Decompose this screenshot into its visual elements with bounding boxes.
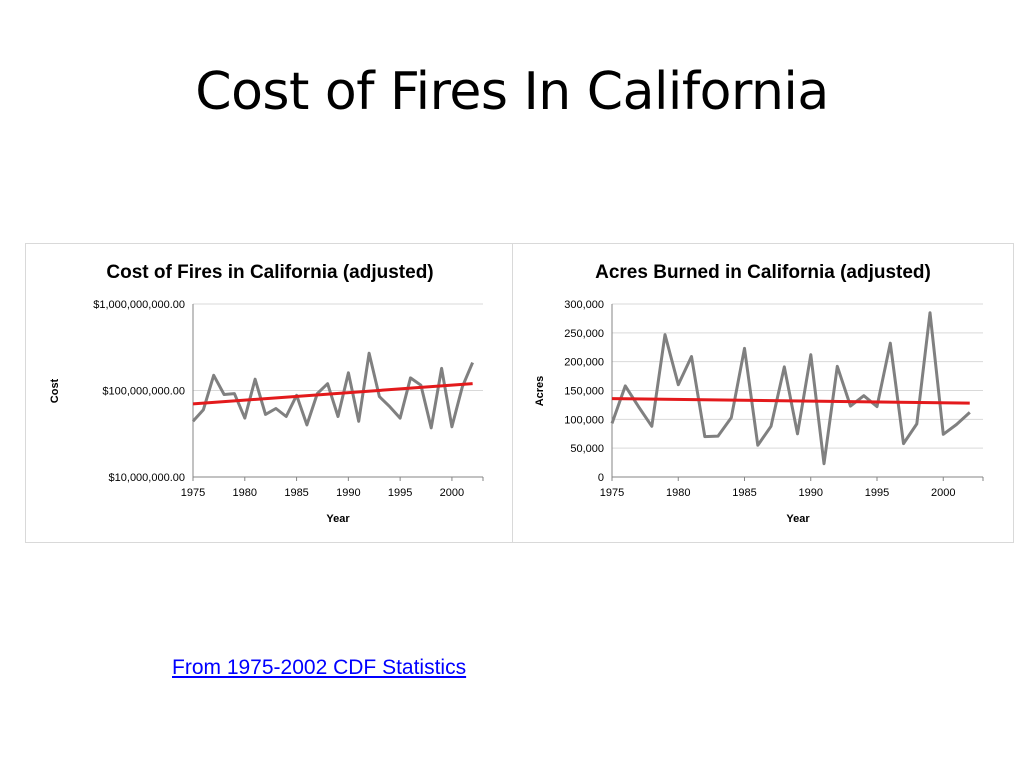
acres-chart-xtick-label: 1985 <box>732 487 756 499</box>
acres-chart-xtick-label: 1990 <box>799 487 823 499</box>
acres-chart-ytick-label: 100,000 <box>564 414 604 426</box>
acres-chart: Acres Burned in California (adjusted) Ye… <box>512 243 1014 543</box>
cost-chart-series-line <box>191 351 474 430</box>
acres-chart-xlabel: Year <box>786 513 810 525</box>
cost-chart-trendline <box>192 382 473 406</box>
cost-chart-xtick-label: 1995 <box>388 487 412 499</box>
acres-chart-ytick-label: 300,000 <box>564 299 604 311</box>
acres-chart-xtick-label: 1980 <box>666 487 690 499</box>
acres-chart-ytick-label: 200,000 <box>564 357 604 369</box>
acres-chart-ytick-label: 150,000 <box>564 386 604 398</box>
cost-chart-ylabel: Cost <box>49 378 61 403</box>
cost-chart-ytick-label: $1,000,000,000.00 <box>93 299 185 311</box>
cost-chart-svg: Cost of Fires in California (adjusted) Y… <box>49 262 484 525</box>
slide-title: Cost of Fires In California <box>195 62 829 122</box>
acres-chart-xtick-label: 1995 <box>865 487 889 499</box>
acres-chart-xtick-label: 1975 <box>600 487 624 499</box>
acres-chart-series-line <box>610 311 971 466</box>
cost-chart-xtick-label: 1975 <box>181 487 205 499</box>
cost-chart-xtick-label: 2000 <box>440 487 464 499</box>
cost-chart-xtick-label: 1985 <box>284 487 308 499</box>
acres-chart-ytick-label: 250,000 <box>564 328 604 340</box>
cost-chart-xtick-label: 1990 <box>336 487 360 499</box>
acres-chart-trendline <box>611 397 970 405</box>
cost-chart-xlabel: Year <box>326 513 350 525</box>
acres-chart-xtick-label: 2000 <box>931 487 955 499</box>
acres-chart-ytick-label: 50,000 <box>570 443 604 455</box>
cost-chart: Cost of Fires in California (adjusted) Y… <box>25 243 513 543</box>
cost-chart-xtick-label: 1980 <box>233 487 257 499</box>
cost-chart-ytick-label: $10,000,000.00 <box>109 472 185 484</box>
cost-chart-ytick-label: $100,000,000.00 <box>102 386 185 398</box>
acres-chart-svg: Acres Burned in California (adjusted) Ye… <box>534 262 984 525</box>
source-link[interactable]: From 1975-2002 CDF Statistics <box>172 656 467 679</box>
acres-chart-title: Acres Burned in California (adjusted) <box>595 262 931 283</box>
acres-chart-ytick-label: 0 <box>598 472 604 484</box>
acres-chart-ylabel: Acres <box>534 376 546 407</box>
cost-chart-title: Cost of Fires in California (adjusted) <box>106 262 433 283</box>
